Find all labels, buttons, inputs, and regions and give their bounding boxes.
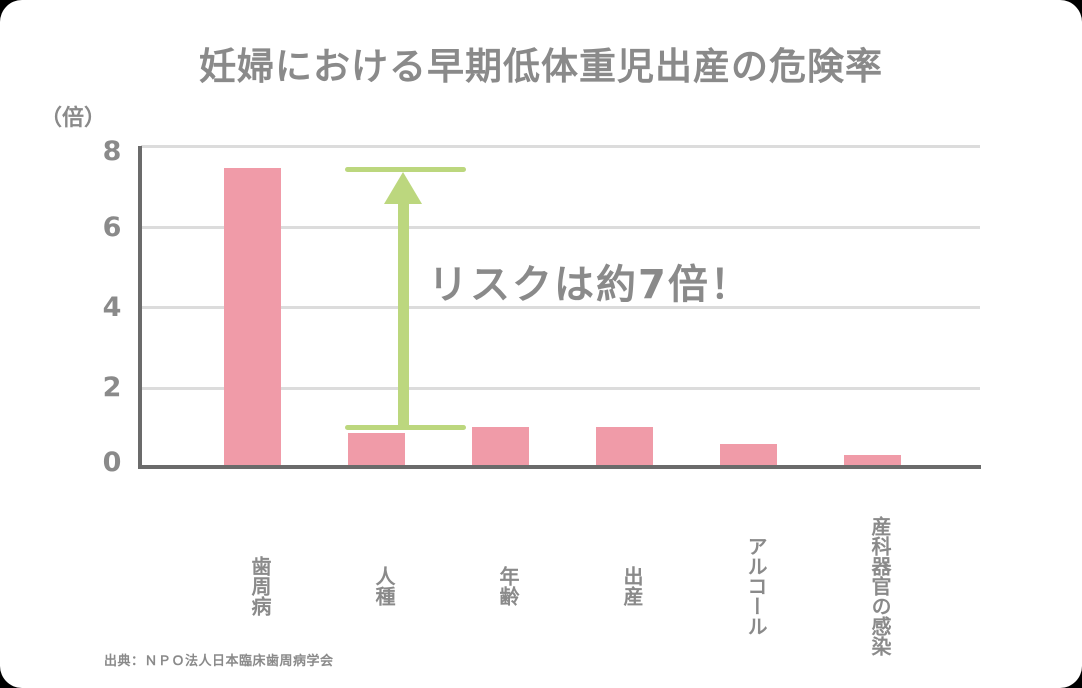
y-axis xyxy=(138,146,142,468)
x-axis xyxy=(138,465,981,469)
y-tick-0: 0 xyxy=(102,447,122,478)
bar-2 xyxy=(472,427,529,466)
source-citation: 出典：ＮＰＯ法人日本臨床歯周病学会 xyxy=(104,654,334,669)
x-label-periodontal: 歯周病 xyxy=(248,556,272,616)
annotation-top-line xyxy=(345,167,466,172)
y-tick-8: 8 xyxy=(102,136,122,167)
x-label-alcohol: アルコール xyxy=(744,536,768,636)
bar-1 xyxy=(348,433,405,466)
y-tick-6: 6 xyxy=(102,212,122,243)
y-tick-4: 4 xyxy=(102,292,122,323)
y-axis-unit: （倍） xyxy=(40,106,107,131)
gridline-6 xyxy=(141,226,980,229)
bar-3 xyxy=(596,427,653,466)
bar-0 xyxy=(224,168,281,466)
gridline-2 xyxy=(141,387,980,390)
gridline-8 xyxy=(141,145,980,148)
arrow-up-icon xyxy=(384,172,422,204)
x-label-age: 年齢 xyxy=(496,566,520,606)
x-label-birth: 出産 xyxy=(620,566,644,606)
annotation-arrow-shaft xyxy=(398,200,409,428)
bar-4 xyxy=(720,444,777,466)
chart-title: 妊婦における早期低体重児出産の危険率 xyxy=(199,45,883,88)
risk-annotation: リスクは約7倍！ xyxy=(428,262,752,308)
y-tick-2: 2 xyxy=(102,372,122,403)
x-label-obstetric-infection: 産科器官の感染 xyxy=(868,516,892,656)
x-label-race: 人種 xyxy=(372,566,396,606)
gridline-4 xyxy=(141,306,980,309)
bar-5 xyxy=(844,455,901,466)
